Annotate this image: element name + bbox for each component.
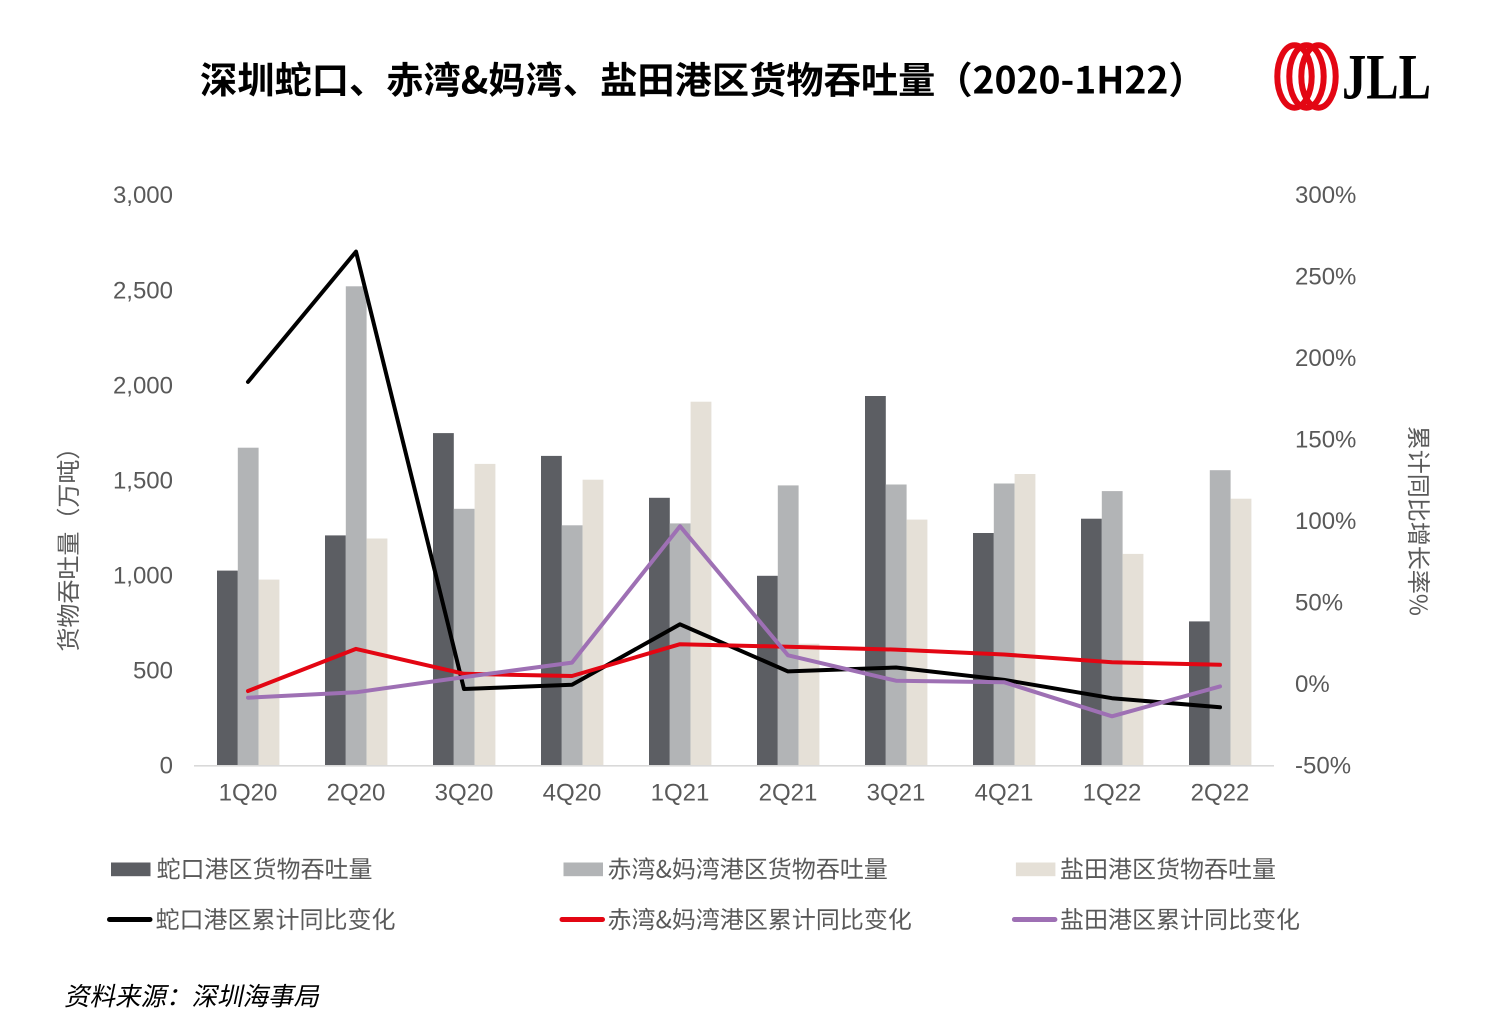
svg-text:1,500: 1,500 [113,468,173,495]
svg-text:3,000: 3,000 [113,182,173,209]
svg-text:4Q21: 4Q21 [975,780,1034,807]
svg-text:2Q22: 2Q22 [1191,780,1250,807]
svg-text:3Q21: 3Q21 [867,780,926,807]
svg-text:4Q20: 4Q20 [543,780,602,807]
svg-text:JLL: JLL [1342,42,1431,114]
svg-text:300%: 300% [1295,182,1356,209]
svg-text:0: 0 [160,753,173,780]
svg-text:150%: 150% [1295,427,1356,454]
svg-text:2Q21: 2Q21 [759,780,818,807]
svg-text:-50%: -50% [1295,753,1351,780]
svg-text:2Q20: 2Q20 [327,780,386,807]
svg-text:250%: 250% [1295,264,1356,291]
svg-text:2,000: 2,000 [113,372,173,399]
svg-text:0%: 0% [1295,671,1330,698]
svg-text:500: 500 [133,658,173,685]
svg-text:200%: 200% [1295,345,1356,372]
svg-text:1Q20: 1Q20 [219,780,278,807]
svg-text:50%: 50% [1295,590,1343,617]
svg-text:1Q21: 1Q21 [651,780,710,807]
svg-text:3Q20: 3Q20 [435,780,494,807]
svg-text:2,500: 2,500 [113,277,173,304]
svg-text:1,000: 1,000 [113,563,173,590]
svg-text:1Q22: 1Q22 [1083,780,1142,807]
svg-text:100%: 100% [1295,508,1356,535]
